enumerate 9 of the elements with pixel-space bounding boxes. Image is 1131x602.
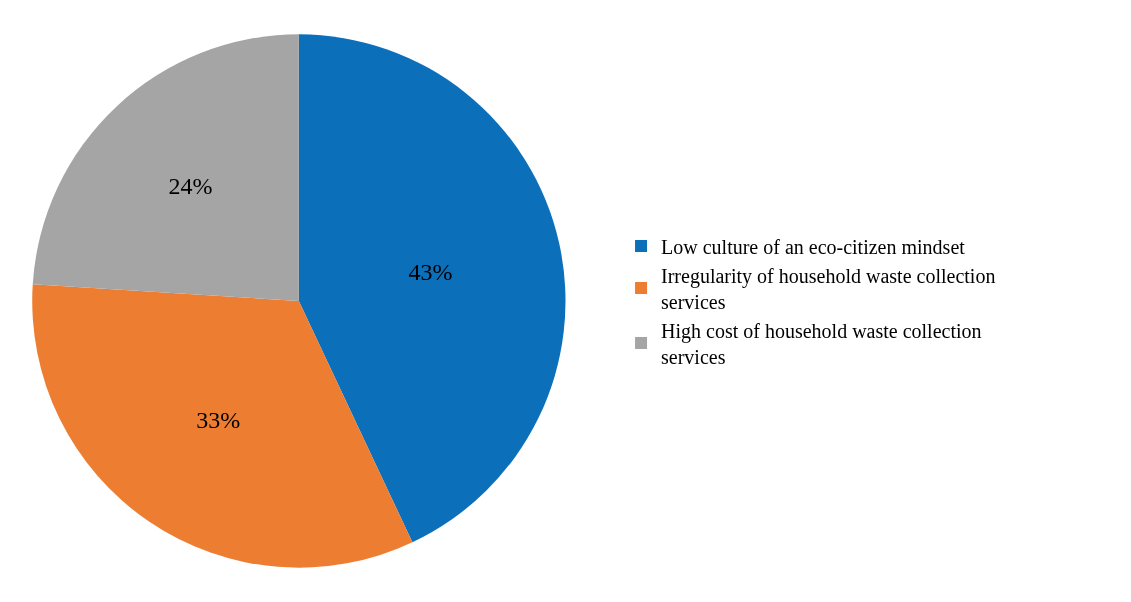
data-label: 24% [168, 172, 213, 199]
legend-label: High cost of household waste collection services [661, 319, 982, 368]
data-label: 43% [408, 258, 453, 285]
pie-slice [298, 34, 566, 543]
pie-slice [32, 284, 413, 568]
data-label: 33% [196, 406, 241, 433]
pie-slice [32, 34, 299, 301]
legend-label: Irregularity of household waste collection services [661, 264, 996, 313]
legend-label: Low culture of an eco-citizen mindset [661, 235, 966, 258]
